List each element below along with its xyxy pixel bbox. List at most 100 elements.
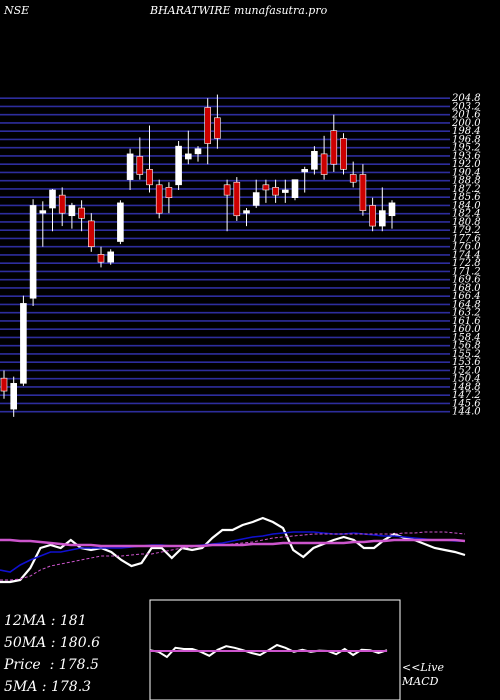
price-label: 166.4 bbox=[452, 291, 481, 302]
price-label: 190.4 bbox=[452, 167, 481, 178]
candle-body-up bbox=[378, 210, 386, 227]
candle bbox=[165, 182, 173, 214]
stat-5ma: 5MA : 178.3 bbox=[4, 679, 92, 695]
candle bbox=[252, 179, 260, 209]
candle bbox=[39, 201, 47, 247]
candle-body-up bbox=[126, 153, 134, 180]
candle bbox=[58, 187, 66, 227]
price-label: 169.6 bbox=[452, 275, 481, 286]
price-label: 161.6 bbox=[452, 316, 481, 327]
price-label: 200.0 bbox=[451, 118, 481, 129]
candle bbox=[194, 146, 202, 162]
candle-body-down bbox=[97, 254, 105, 263]
candle-body-up bbox=[49, 189, 56, 209]
macd-live-label: <<Live bbox=[402, 661, 444, 674]
candle-body-down bbox=[369, 205, 376, 227]
price-label: 203.2 bbox=[451, 101, 481, 112]
price-label: 148.8 bbox=[452, 382, 481, 393]
candle bbox=[10, 376, 17, 417]
price-label: 201.6 bbox=[451, 110, 481, 121]
price-label: 176.0 bbox=[452, 242, 481, 253]
ma-line bbox=[0, 531, 465, 573]
candle-body-up bbox=[20, 303, 27, 384]
price-label: 168.0 bbox=[452, 283, 481, 294]
candle-body-up bbox=[117, 202, 124, 242]
candle-body-up bbox=[175, 145, 182, 186]
candle-body-down bbox=[359, 174, 367, 211]
candle bbox=[233, 177, 241, 221]
candle-body-up bbox=[243, 210, 250, 214]
candle bbox=[223, 179, 231, 232]
candle bbox=[291, 179, 299, 201]
price-label: 160.0 bbox=[452, 324, 481, 335]
moving-average-panel bbox=[0, 516, 466, 584]
candle bbox=[204, 98, 211, 165]
ma-line bbox=[0, 538, 466, 548]
price-label: 172.8 bbox=[452, 258, 481, 269]
candle bbox=[126, 148, 134, 190]
macd-label: MACD bbox=[402, 675, 439, 688]
price-label: 198.4 bbox=[452, 126, 481, 137]
price-label: 153.6 bbox=[452, 357, 481, 368]
candle-body-down bbox=[223, 184, 231, 196]
candle bbox=[49, 188, 56, 232]
candle bbox=[29, 199, 37, 306]
price-label: 204.8 bbox=[451, 93, 481, 104]
candle bbox=[175, 140, 182, 190]
candle bbox=[330, 114, 338, 172]
price-label: 180.8 bbox=[452, 217, 481, 228]
candle bbox=[185, 130, 192, 165]
exchange-label: NSE bbox=[4, 4, 30, 17]
candle-body-down bbox=[330, 130, 338, 165]
price-label: 156.8 bbox=[452, 341, 481, 352]
candle-body-up bbox=[194, 148, 202, 155]
price-label: 171.2 bbox=[452, 266, 481, 277]
candle-body-down bbox=[340, 138, 347, 170]
candle-body-down bbox=[78, 207, 85, 219]
candle bbox=[107, 249, 114, 265]
price-label: 185.6 bbox=[452, 192, 481, 203]
candle bbox=[88, 213, 95, 252]
candle-body-down bbox=[58, 194, 66, 214]
candle bbox=[281, 179, 289, 203]
candle bbox=[117, 200, 124, 245]
price-label: 155.2 bbox=[452, 349, 481, 360]
candle-body-up bbox=[301, 169, 309, 173]
price-label: 158.4 bbox=[452, 332, 481, 343]
candle bbox=[340, 133, 347, 175]
candle-body-down bbox=[204, 107, 211, 144]
price-label: 188.8 bbox=[452, 176, 481, 187]
candle-body-up bbox=[29, 205, 37, 299]
price-label: 184.0 bbox=[452, 200, 481, 211]
candle bbox=[155, 179, 163, 219]
candle bbox=[214, 94, 221, 149]
candle-body-up bbox=[107, 251, 114, 263]
candle-body-down bbox=[272, 187, 279, 196]
candle-body-up bbox=[39, 210, 47, 214]
candle bbox=[320, 135, 328, 180]
candle bbox=[301, 166, 309, 193]
price-label: 179.2 bbox=[452, 225, 481, 236]
price-label: 174.4 bbox=[452, 250, 481, 261]
candle-body-down bbox=[88, 220, 95, 247]
candle bbox=[378, 187, 386, 232]
candle bbox=[146, 125, 153, 193]
macd-panel bbox=[149, 643, 388, 659]
candle-body-down bbox=[155, 184, 163, 214]
price-label: 152.0 bbox=[452, 365, 481, 376]
candle bbox=[311, 146, 318, 175]
candle-body-down bbox=[233, 181, 241, 217]
price-label: 147.2 bbox=[452, 390, 481, 401]
candle-body-down bbox=[146, 169, 153, 186]
candle-body-up bbox=[388, 202, 396, 217]
candle bbox=[68, 202, 76, 229]
price-label: 150.4 bbox=[452, 374, 481, 385]
price-label: 164.8 bbox=[452, 299, 481, 310]
price-label: 193.6 bbox=[452, 151, 481, 162]
candle-body-up bbox=[252, 192, 260, 206]
candle-body-up bbox=[291, 179, 299, 199]
candle-body-up bbox=[68, 205, 76, 217]
candle bbox=[243, 208, 250, 227]
candle bbox=[349, 161, 357, 188]
